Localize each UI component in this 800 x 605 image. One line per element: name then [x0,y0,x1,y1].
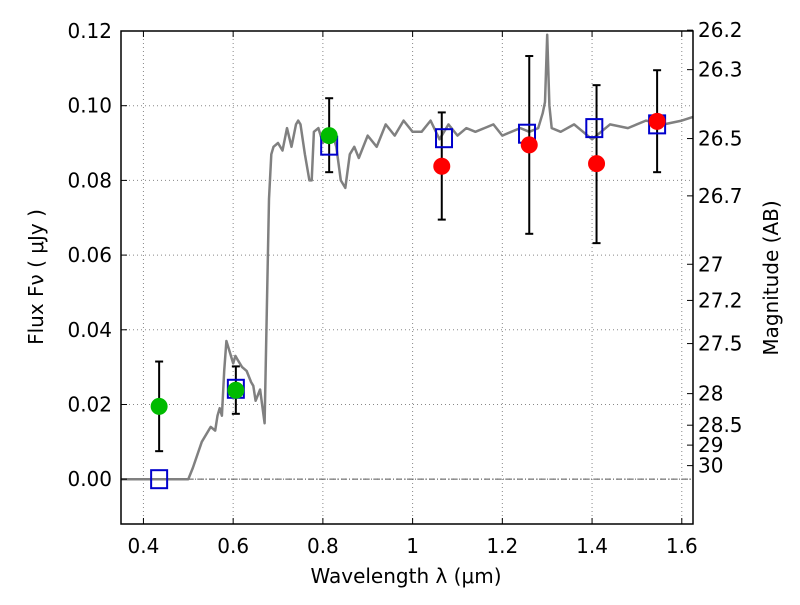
y-right-tick-label: 28.5 [698,413,743,437]
y-right-tick-label: 26.3 [698,58,743,82]
y-right-tick-label: 26.5 [698,127,743,151]
y-tick-label: 0.02 [67,392,112,416]
model-square-marker [435,128,454,149]
y-right-tick-label: 27.2 [698,288,743,312]
plot-frame [120,30,694,525]
x-axis-label: Wavelength λ (μm) [310,564,501,588]
model-spectrum-line [121,33,694,481]
model-spectrum [121,33,694,481]
x-tick-label: 0.8 [307,534,339,558]
y-axis-ticks: 0.00 0.02 0.04 0.06 0.08 0.10 0.12 [67,19,127,491]
y-right-tick-label: 26.7 [698,184,743,208]
x-axis-ticks: 0.4 0.6 0.8 1 1.2 1.4 1.6 [128,31,698,558]
y-right-tick-label: 30 [698,454,723,478]
red-data-point [433,157,451,175]
green-data-point [320,127,338,145]
red-data-point [520,136,538,154]
x-tick-label: 1.2 [486,534,518,558]
y-right-tick-label: 27 [698,252,723,276]
green-data-point [227,381,245,399]
y-right-tick-label: 29 [698,433,723,457]
y-tick-label: 0.10 [67,94,112,118]
model-square-marker [585,118,604,139]
x-tick-label: 1.4 [576,534,608,558]
red-data-point [588,155,606,173]
x-tick-label: 1.6 [666,534,698,558]
model-square-marker [150,469,169,490]
y-tick-label: 0.12 [67,19,112,43]
y-tick-label: 0.00 [67,467,112,491]
model-squares [150,114,667,490]
red-data-point [648,112,666,130]
y-right-axis-label: Magnitude (AB) [759,200,783,355]
y-tick-label: 0.04 [67,318,112,342]
x-tick-label: 0.6 [217,534,249,558]
y-right-tick-label: 27.5 [698,332,743,356]
y-tick-label: 0.06 [67,243,112,267]
y-axis-label: Flux Fν ( μJy ) [24,209,48,345]
x-tick-label: 1 [406,534,419,558]
grid [121,30,693,524]
y-right-tick-label: 28 [698,382,723,406]
green-data-point [150,397,168,415]
data-points [150,112,666,415]
x-tick-label: 0.4 [128,534,160,558]
y-tick-label: 0.08 [67,168,112,192]
y-right-tick-label: 26.2 [698,18,743,42]
